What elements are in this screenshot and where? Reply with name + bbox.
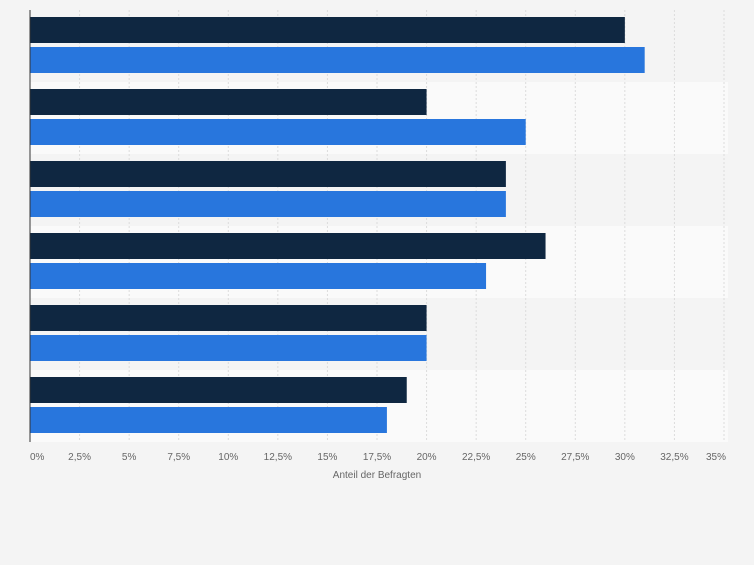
gridlines	[79, 10, 725, 442]
x-tick-label: 22,5%	[462, 452, 490, 463]
bar-series-1	[30, 17, 625, 43]
x-tick-label: 20%	[417, 452, 437, 463]
x-tick-label: 2,5%	[68, 452, 91, 463]
bar-series-1	[30, 377, 407, 403]
bar-series-2	[30, 191, 506, 217]
bars	[30, 17, 645, 433]
bar-series-2	[30, 335, 427, 361]
x-tick-label: 17,5%	[363, 452, 391, 463]
bar-series-1	[30, 305, 427, 331]
bar-series-2	[30, 47, 645, 73]
x-tick-label: 5%	[122, 452, 137, 463]
x-tick-label: 10%	[218, 452, 238, 463]
bar-series-1	[30, 89, 427, 115]
bar-series-1	[30, 161, 506, 187]
x-tick-label: 15%	[317, 452, 337, 463]
x-tick-label: 0%	[30, 452, 45, 463]
bar-series-2	[30, 263, 487, 289]
x-axis-label: Anteil der Befragten	[333, 470, 421, 481]
x-tick-label: 12,5%	[264, 452, 292, 463]
bar-series-1	[30, 233, 546, 259]
bar-series-2	[30, 119, 526, 145]
x-tick-label: 32,5%	[660, 452, 688, 463]
x-tick-label: 30%	[615, 452, 635, 463]
x-tick-labels: 0% 2,5% 5% 7,5% 10% 12,5% 15% 17,5% 20% 22,5% 25% 2…	[30, 452, 726, 463]
bar-series-2	[30, 407, 387, 433]
x-tick-label: 7,5%	[167, 452, 190, 463]
x-tick-label: 25%	[516, 452, 536, 463]
x-tick-label: 35%	[706, 452, 726, 463]
x-tick-label: 27,5%	[561, 452, 589, 463]
